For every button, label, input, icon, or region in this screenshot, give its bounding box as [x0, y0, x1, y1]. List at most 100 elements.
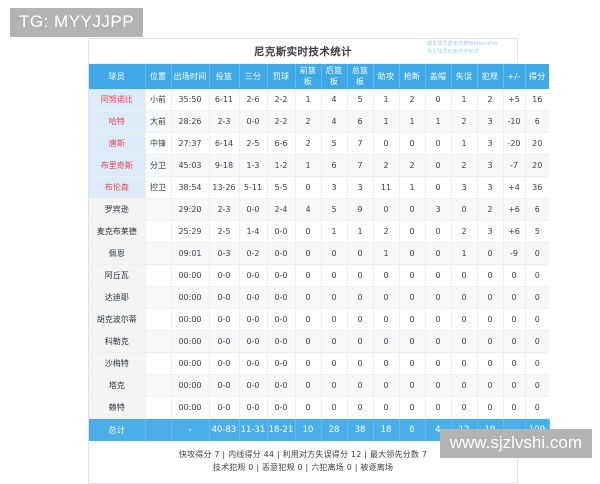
column-header-15[interactable]: 得分: [525, 64, 549, 89]
stat-cell: 3: [347, 176, 374, 199]
stat-cell: 00:00: [171, 264, 210, 287]
table-row[interactable]: 佩恩 09:01 0-3 0-2 0-0 0 0 0 1 0 0 1 0 -9 0: [89, 242, 549, 265]
stat-cell: [145, 374, 172, 397]
stat-cell: 0: [347, 374, 374, 397]
table-row[interactable]: 塔克 00:00 0-0 0-0 0-0 0 0 0 0 0 0 0 0 0 0: [89, 374, 549, 397]
stat-cell: 2: [451, 220, 478, 243]
stat-cell: [145, 264, 172, 287]
table-row[interactable]: 科勒克 00:00 0-0 0-0 0-0 0 0 0 0 0 0 0 0 0 0: [89, 330, 549, 353]
stat-cell: 11: [373, 176, 400, 199]
totals-stat-cell: 18: [373, 418, 400, 441]
stat-cell: 中锋: [145, 132, 172, 155]
stat-cell: 27:37: [171, 132, 210, 155]
player-name-cell: 阿丘瓦: [89, 264, 146, 287]
stat-cell: 00:00: [171, 374, 210, 397]
stat-cell: 0: [399, 242, 426, 265]
table-row[interactable]: 阿努诺比 小前 35:50 6-11 2-6 2-2 1 4 5 1 2 0 1 2 +5 16: [89, 88, 549, 111]
stat-cell: 09:01: [171, 242, 210, 265]
column-header-0[interactable]: 球员: [89, 64, 146, 89]
stat-cell: -9: [503, 242, 526, 265]
column-header-13[interactable]: 犯规: [477, 64, 504, 89]
table-body: 阿努诺比 小前 35:50 6-11 2-6 2-2 1 4 5 1 2 0 1 2 +5 16 哈特 大前 28:…: [89, 88, 550, 441]
stat-cell: 0-0: [239, 330, 268, 353]
stat-cell: 00:00: [171, 330, 210, 353]
stat-cell: 00:00: [171, 308, 210, 331]
stat-cell: 4: [321, 88, 348, 111]
column-header-2[interactable]: 出场时间: [171, 64, 210, 89]
stat-cell: 0: [425, 88, 452, 111]
table-row[interactable]: 达迪耶 00:00 0-0 0-0 0-0 0 0 0 0 0 0 0 0 0 0: [89, 286, 549, 309]
table-row[interactable]: 布里奇斯 分卫 45:03 9-18 1-3 1-2 1 6 7 2 2 0 2 3 -7 20: [89, 154, 549, 177]
column-header-11[interactable]: 盖帽: [425, 64, 452, 89]
totals-stat-cell: 18-21: [267, 418, 296, 441]
stat-cell: 0: [425, 154, 452, 177]
stat-cell: 5: [321, 132, 348, 155]
stat-cell: 1: [295, 88, 322, 111]
stat-cell: 0: [321, 308, 348, 331]
table-row[interactable]: 罗宾逊 29:20 2-3 0-0 2-4 4 5 9 0 0 3 0 2 +6 6: [89, 198, 549, 221]
stat-cell: 0-0: [209, 352, 240, 375]
table-row[interactable]: 阿丘瓦 00:00 0-0 0-0 0-0 0 0 0 0 0 0 0 0 0 0: [89, 264, 549, 287]
stat-cell: 0: [477, 242, 504, 265]
column-header-4[interactable]: 三分: [239, 64, 268, 89]
stat-cell: 0: [477, 286, 504, 309]
table-row[interactable]: 赖特 00:00 0-0 0-0 0-0 0 0 0 0 0 0 0 0 0 0: [89, 396, 549, 419]
table-row[interactable]: 胡克波尔蒂 00:00 0-0 0-0 0-0 0 0 0 0 0 0 0 0 0 0: [89, 308, 549, 331]
stat-cell: 0: [295, 374, 322, 397]
stat-cell: 3: [425, 198, 452, 221]
column-header-8[interactable]: 总篮板: [347, 64, 374, 89]
stat-cell: 0: [425, 242, 452, 265]
column-header-7[interactable]: 后篮板: [321, 64, 348, 89]
column-header-5[interactable]: 罚球: [267, 64, 296, 89]
player-name-cell: 麦克布莱德: [89, 220, 146, 243]
stat-cell: 2: [399, 154, 426, 177]
stat-cell: 0: [425, 330, 452, 353]
card-header: 尼克斯实时技术统计 首发球员蓝色背景标identifier 场上球员红色名字标识: [89, 39, 517, 64]
table-row[interactable]: 布伦森 控卫 38:54 13-26 5-11 5-5 0 3 3 11 1 0 3 3 +4 36: [89, 176, 549, 199]
stat-cell: 0: [477, 264, 504, 287]
stat-cell: 6-14: [209, 132, 240, 155]
stat-cell: 0: [347, 396, 374, 419]
table-row[interactable]: 沙梅特 00:00 0-0 0-0 0-0 0 0 0 0 0 0 0 0 0 0: [89, 352, 549, 375]
table-row[interactable]: 唐斯 中锋 27:37 6-14 2-5 6-6 2 5 7 0 0 0 1 3 -20 20: [89, 132, 549, 155]
player-name-cell: 布里奇斯: [89, 154, 146, 177]
stat-cell: [145, 198, 172, 221]
stat-cell: 0: [425, 352, 452, 375]
stat-cell: 0: [451, 198, 478, 221]
stat-cell: 4: [295, 198, 322, 221]
stat-cell: 0: [503, 352, 526, 375]
stat-cell: 5: [525, 220, 549, 243]
totals-stat-cell: 6: [399, 418, 426, 441]
table-row[interactable]: 麦克布莱德 25:29 2-5 1-4 0-0 0 1 1 2 0 0 2 3 +6 5: [89, 220, 549, 243]
totals-stat-cell: 38: [347, 418, 374, 441]
table-row[interactable]: 哈特 大前 28:26 2-3 0-0 2-2 2 4 6 1 1 1 2 3 -10 6: [89, 110, 549, 133]
column-header-12[interactable]: 失误: [451, 64, 478, 89]
stat-cell: 0: [425, 132, 452, 155]
stat-cell: 0: [373, 132, 400, 155]
stat-cell: 0: [295, 396, 322, 419]
stat-cell: -10: [503, 110, 526, 133]
stat-cell: 3: [451, 176, 478, 199]
stat-cell: 0: [451, 330, 478, 353]
stat-cell: 6-11: [209, 88, 240, 111]
column-header-10[interactable]: 抢断: [399, 64, 426, 89]
stat-cell: 0-0: [209, 308, 240, 331]
column-header-1[interactable]: 位置: [145, 64, 172, 89]
stat-cell: 0: [425, 374, 452, 397]
stat-cell: 1-2: [267, 154, 296, 177]
column-header-6[interactable]: 前篮板: [295, 64, 322, 89]
stat-cell: 1-4: [239, 220, 268, 243]
player-name-cell: 沙梅特: [89, 352, 146, 375]
stat-cell: [145, 220, 172, 243]
summary-line-2: 技术犯规 0 | 恶意犯规 0 | 六犯离场 0 | 被逐离场: [212, 463, 394, 472]
stat-cell: 0: [451, 396, 478, 419]
stat-cell: 0: [295, 308, 322, 331]
column-header-9[interactable]: 助攻: [373, 64, 400, 89]
column-header-3[interactable]: 投篮: [209, 64, 240, 89]
stats-card: 尼克斯实时技术统计 首发球员蓝色背景标identifier 场上球员红色名字标识…: [88, 38, 550, 484]
column-header-14[interactable]: +/-: [503, 64, 526, 89]
stat-cell: 0: [451, 264, 478, 287]
stat-cell: 1: [451, 88, 478, 111]
stat-cell: 0-0: [267, 374, 296, 397]
stat-cell: 0: [295, 220, 322, 243]
